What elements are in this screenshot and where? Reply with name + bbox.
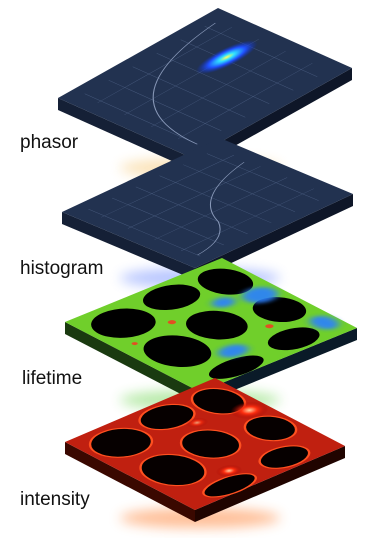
layer-label: histogram [20, 258, 103, 279]
intensity-slab [65, 378, 345, 522]
layer-label: phasor [20, 132, 79, 153]
layer-stack: phasor histogram lifetime intensity [0, 0, 375, 538]
layer-label: lifetime [22, 368, 82, 389]
page: phasor histogram lifetime intensity (() … [0, 0, 375, 538]
layer-label: intensity [20, 489, 90, 510]
histogram-slab [62, 138, 353, 280]
